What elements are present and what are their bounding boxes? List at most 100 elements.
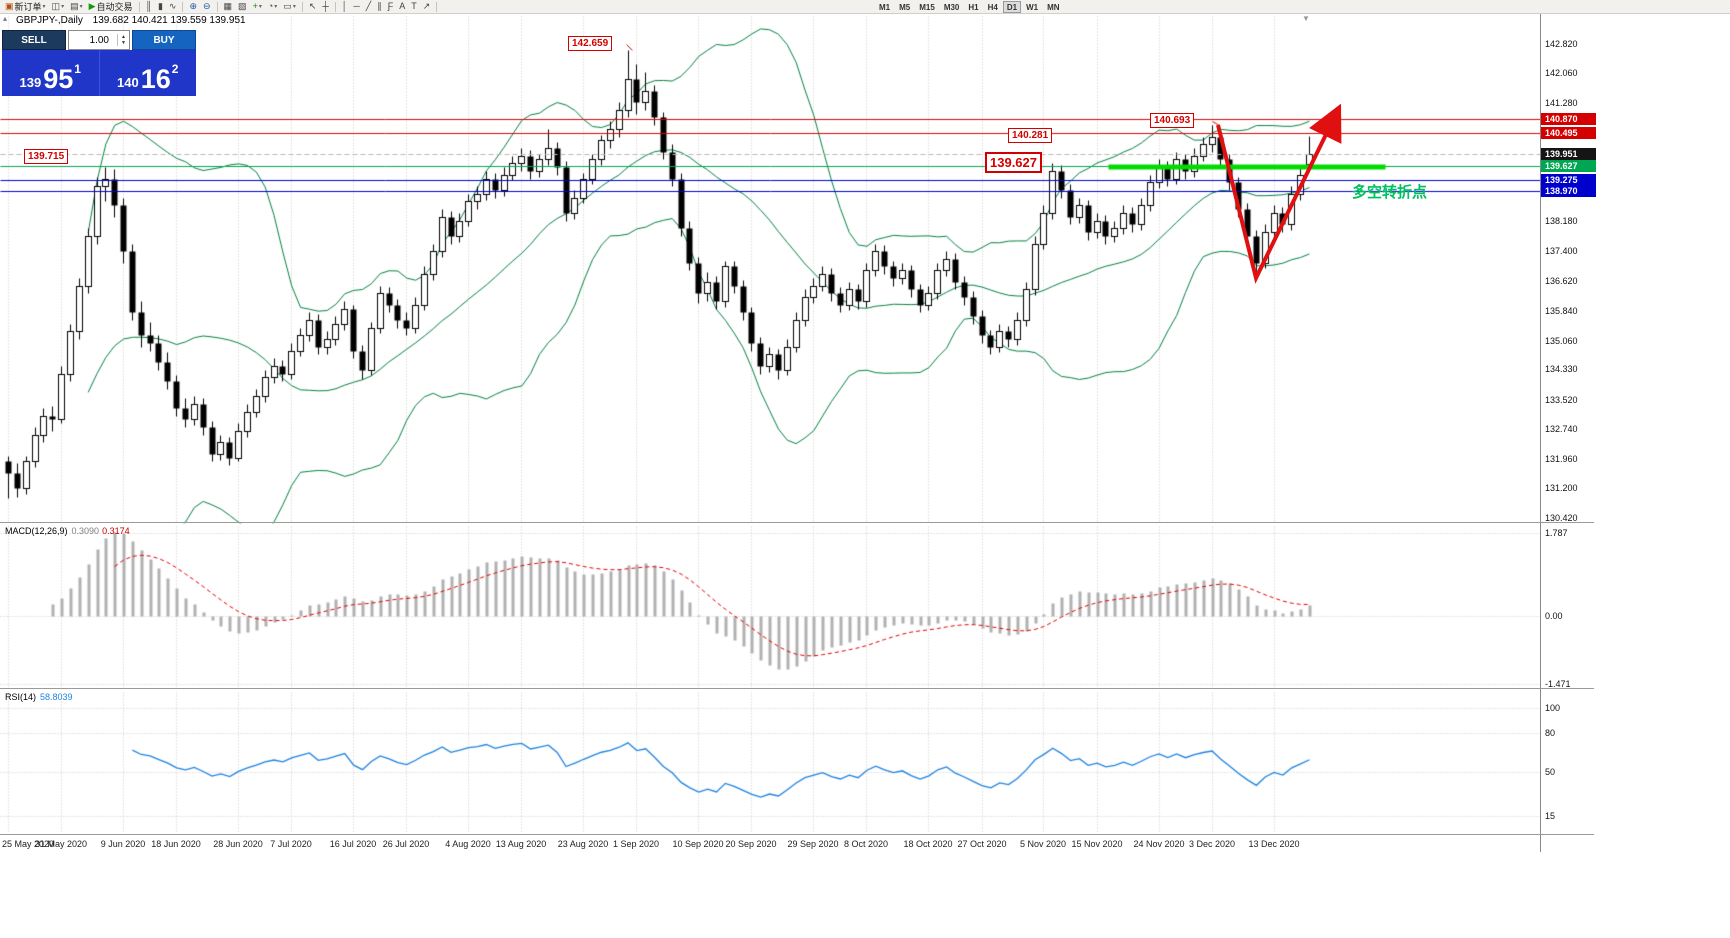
timeframe-d1-button[interactable]: D1 <box>1002 1 1022 13</box>
dropdown-caret-icon: ▾ <box>42 4 46 10</box>
arrows-icon: ↗ <box>422 1 431 11</box>
rsi-scale-tick: 80 <box>1545 728 1556 738</box>
cursor-icon: ↖ <box>308 1 317 11</box>
cascade-windows-button[interactable]: ▧ <box>235 1 250 13</box>
date-label: 24 Nov 2020 <box>1133 839 1185 849</box>
candlestick-chart-button[interactable]: ▮ <box>155 1 166 13</box>
trend-arrow[interactable] <box>1210 103 1348 292</box>
channel-button[interactable]: ∥ <box>374 1 385 13</box>
price-tick: 133.520 <box>1545 395 1578 405</box>
arrows-button[interactable]: ↗ <box>420 1 434 13</box>
turning-point-annotation[interactable]: 多空转折点 <box>1352 184 1428 201</box>
price-tick: 141.280 <box>1545 98 1578 108</box>
cursor-button[interactable]: ↖ <box>306 1 320 13</box>
toolbar-separator <box>301 1 303 12</box>
volume-decrease-button[interactable]: ▼ <box>121 40 126 46</box>
timeframe-h1-button[interactable]: H1 <box>968 3 979 12</box>
price-axis[interactable]: 142.820 142.060 141.280 138.180 137.400 136.6… <box>1540 14 1596 852</box>
zoom-in-icon: ⊕ <box>189 1 197 11</box>
timeframe-w1-button[interactable]: W1 <box>1026 3 1039 12</box>
profiles-icon: ▤ <box>70 1 79 11</box>
date-label: 5 Nov 2020 <box>1019 839 1067 849</box>
date-label: 8 Oct 2020 <box>843 839 889 849</box>
price-tick: 134.330 <box>1545 364 1578 374</box>
rsi-scale-tick: 50 <box>1545 767 1556 777</box>
timeframe-m5-button[interactable]: M5 <box>899 3 911 12</box>
horizontal-line-button[interactable]: ─ <box>350 1 362 13</box>
tile-windows-button[interactable]: ▦ <box>221 1 236 13</box>
dropdown-caret-icon: ▾ <box>258 4 262 10</box>
vertical-line-button[interactable]: │ <box>339 1 351 13</box>
text-label-button[interactable]: T <box>408 1 420 13</box>
auto-trading-button-label: 自动交易 <box>96 2 133 12</box>
buy-button[interactable]: BUY <box>132 30 196 50</box>
pane-separator[interactable] <box>0 688 1594 689</box>
price-level-tag: 138.970 <box>1541 185 1596 197</box>
rsi-indicator-label: RSI(14) 58.8039 <box>5 692 73 702</box>
timeframe-m1-button[interactable]: M1 <box>879 3 891 12</box>
candlestick-chart-icon: ▮ <box>157 1 163 11</box>
zoom-in-button[interactable]: ⊕ <box>186 1 200 13</box>
price-label-140281[interactable]: 140.281 <box>1008 128 1053 143</box>
price-level-tag: 139.951 <box>1541 148 1596 160</box>
date-label: 31 May 2020 <box>34 839 88 849</box>
new-order-button[interactable]: ▣ 新订单 ▾ <box>2 1 49 13</box>
date-label: 29 Sep 2020 <box>787 839 839 849</box>
price-label-139627[interactable]: 139.627 <box>985 152 1042 173</box>
timeframe-m15-button[interactable]: M15 <box>919 3 935 12</box>
timeframe-h4-button[interactable]: H4 <box>987 3 998 12</box>
price-tick: 138.180 <box>1545 216 1578 226</box>
toolbar-separator <box>182 1 184 12</box>
price-tick: 135.840 <box>1545 306 1578 316</box>
pane-separator[interactable] <box>0 522 1594 523</box>
buy-price[interactable]: 140 16 2 <box>100 50 197 96</box>
trendline-button[interactable]: ╱ <box>363 1 374 13</box>
price-label-142659[interactable]: 142.659 <box>568 36 613 51</box>
pane-separator[interactable] <box>0 834 1594 835</box>
time-axis[interactable]: 25 May 2020 31 May 2020 9 Jun 2020 18 Jun 2… <box>0 836 1594 852</box>
volume-increase-button[interactable]: ▲ <box>121 34 126 40</box>
date-label: 18 Jun 2020 <box>151 839 201 849</box>
new-chart-button[interactable]: ◫ ▾ <box>49 1 68 13</box>
text-icon: A <box>399 1 406 11</box>
price-tick: 132.740 <box>1545 424 1578 434</box>
date-label: 4 Aug 2020 <box>445 839 491 849</box>
macd-main-value: 0.3090 <box>71 526 100 536</box>
macd-signal-value: 0.3174 <box>102 526 130 536</box>
sell-price[interactable]: 139 95 1 <box>2 50 100 96</box>
templates-button[interactable]: ▭ ▾ <box>280 1 299 13</box>
trendline-icon: ╱ <box>365 1 372 11</box>
price-label-139715[interactable]: 139.715 <box>24 149 69 164</box>
profiles-button[interactable]: ▤ ▾ <box>67 1 86 13</box>
rsi-scale-tick: 15 <box>1545 811 1556 821</box>
timeframe-toolbar: M1 M5 M15 M30 H1 H4 D1 W1 MN <box>875 1 1064 13</box>
indicators-button[interactable]: + ▾ <box>250 1 265 13</box>
price-level-tag: 139.275 <box>1541 174 1596 186</box>
price-level-tag: 139.627 <box>1541 160 1596 172</box>
sell-button[interactable]: SELL <box>2 30 66 50</box>
timeframe-mn-button[interactable]: MN <box>1047 3 1060 12</box>
date-label: 28 Jun 2020 <box>213 839 263 849</box>
volume-input[interactable] <box>69 34 111 46</box>
price-tick: 142.060 <box>1545 68 1578 78</box>
line-chart-button[interactable]: ∿ <box>166 1 180 13</box>
new-order-icon: ▣ <box>5 1 14 11</box>
zoom-out-icon: ⊖ <box>202 1 211 11</box>
price-chart-canvas[interactable] <box>0 14 1594 852</box>
periods-icon: ◔ <box>267 1 274 11</box>
volume-box: ▲ ▼ <box>68 30 130 50</box>
crosshair-button[interactable]: ┼ <box>319 1 331 13</box>
periods-button[interactable]: ◔ ▾ <box>265 1 280 13</box>
zoom-out-button[interactable]: ⊖ <box>200 1 214 13</box>
price-label-140693[interactable]: 140.693 <box>1150 113 1195 128</box>
sell-price-pip: 1 <box>74 62 81 76</box>
fibonacci-button[interactable]: Ƒ <box>385 1 397 13</box>
price-level-tag: 140.870 <box>1541 113 1596 125</box>
oneclick-collapse-icon[interactable]: ▴ <box>3 14 8 23</box>
auto-trading-button[interactable]: ▶ 自动交易 <box>86 1 136 13</box>
timeframe-m30-button[interactable]: M30 <box>943 3 960 12</box>
text-button[interactable]: A <box>396 1 408 13</box>
bar-chart-button[interactable]: ║ <box>143 1 155 13</box>
